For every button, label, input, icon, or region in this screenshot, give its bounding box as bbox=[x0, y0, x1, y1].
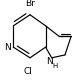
Text: N: N bbox=[4, 43, 11, 52]
Text: N: N bbox=[46, 57, 53, 66]
Text: Cl: Cl bbox=[24, 67, 33, 76]
Text: Br: Br bbox=[25, 0, 35, 8]
Text: H: H bbox=[52, 63, 57, 69]
